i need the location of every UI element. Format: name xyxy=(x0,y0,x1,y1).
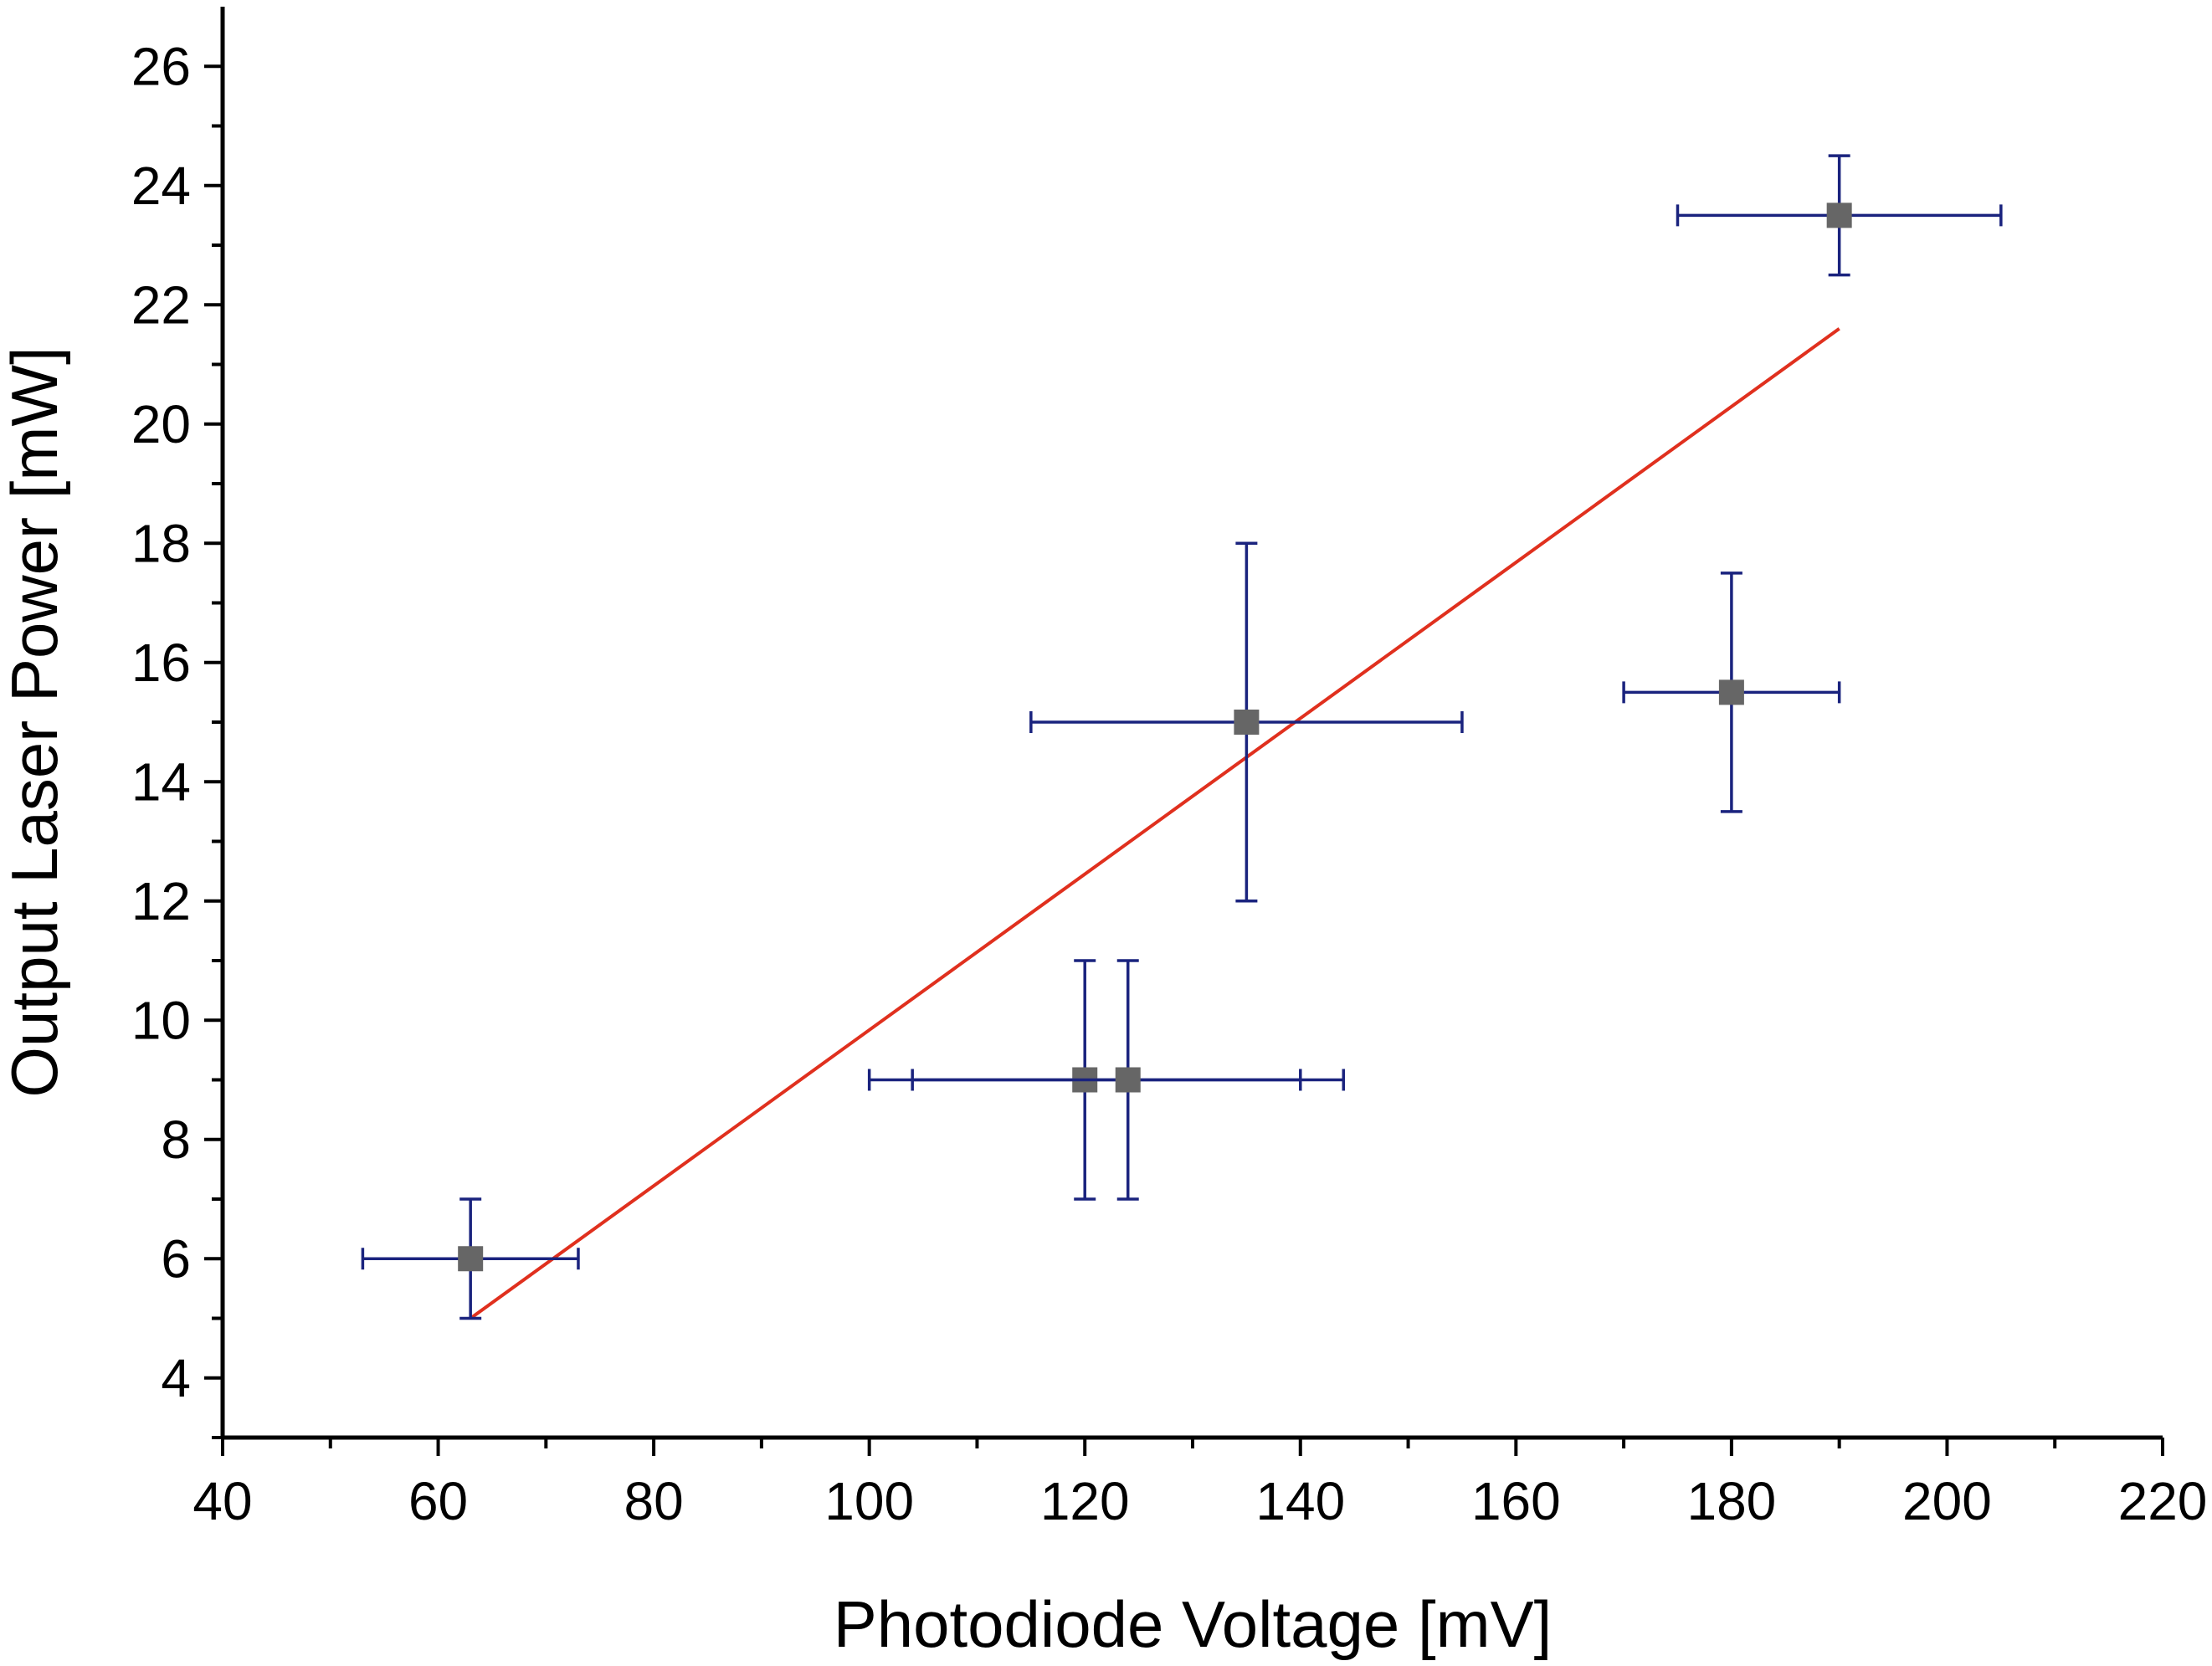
square-marker xyxy=(1234,710,1260,735)
x-tick-label: 180 xyxy=(1686,1471,1776,1531)
data-point xyxy=(1622,572,1841,813)
y-tick-label: 22 xyxy=(131,274,191,335)
square-marker xyxy=(1826,202,1852,228)
x-tick-label: 140 xyxy=(1255,1471,1345,1531)
y-tick-label: 18 xyxy=(131,513,191,573)
y-axis-title: Output Laser Power [mW] xyxy=(0,346,71,1097)
x-tick-label: 80 xyxy=(624,1471,684,1531)
ticks: 40 60 80 100 120 140 160 180 200 220 4 6 8 10 12 14 16 18… xyxy=(131,36,2208,1531)
data-point xyxy=(361,1197,580,1320)
x-tick-label: 160 xyxy=(1471,1471,1561,1531)
y-tick-label: 24 xyxy=(131,156,191,216)
square-marker xyxy=(458,1246,484,1272)
y-tick-label: 6 xyxy=(161,1228,191,1289)
y-tick-label: 26 xyxy=(131,36,191,96)
square-marker xyxy=(1718,679,1744,705)
x-axis-title: Photodiode Voltage [mV] xyxy=(834,1587,1553,1661)
x-tick-label: 100 xyxy=(824,1471,914,1531)
data-point xyxy=(1029,541,1464,903)
x-tick-label: 40 xyxy=(192,1471,252,1531)
x-tick-label: 120 xyxy=(1040,1471,1130,1531)
square-marker xyxy=(1115,1067,1141,1093)
y-tick-label: 12 xyxy=(131,871,191,931)
x-tick-label: 60 xyxy=(408,1471,468,1531)
y-tick-label: 4 xyxy=(161,1348,191,1408)
fit-line xyxy=(470,327,1840,1320)
data-point xyxy=(911,959,1346,1201)
y-tick-label: 16 xyxy=(131,633,191,693)
fit-line-group xyxy=(470,327,1840,1320)
y-tick-label: 10 xyxy=(131,990,191,1050)
x-tick-label: 200 xyxy=(1902,1471,1992,1531)
data-point xyxy=(1676,154,2003,277)
y-tick-label: 14 xyxy=(131,751,191,812)
y-tick-label: 20 xyxy=(131,394,191,454)
x-tick-label: 220 xyxy=(2118,1471,2208,1531)
y-tick-label: 8 xyxy=(161,1110,191,1170)
data-points xyxy=(361,154,2003,1320)
